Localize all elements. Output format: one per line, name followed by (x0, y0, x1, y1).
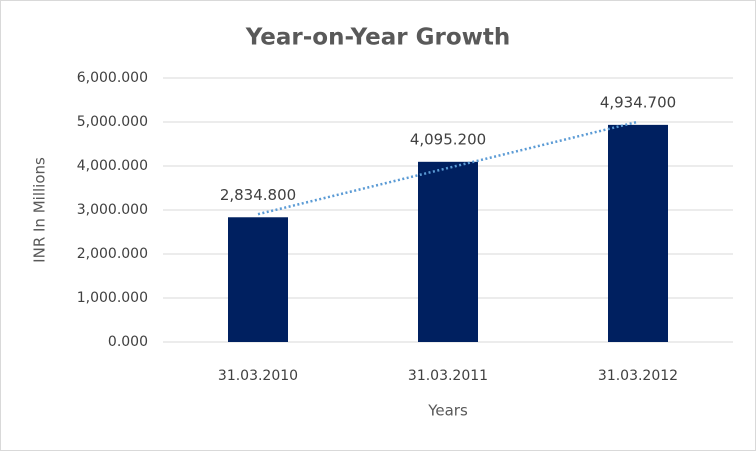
y-tick-label: 4,000.000 (77, 158, 148, 174)
y-tick-label: 2,000.000 (77, 246, 148, 262)
bar (418, 161, 478, 342)
bar (228, 217, 288, 342)
value-label: 4,934.700 (600, 93, 676, 111)
y-tick-label: 6,000.000 (77, 70, 148, 86)
y-tick-label: 1,000.000 (77, 290, 148, 306)
y-tick-label: 3,000.000 (77, 202, 148, 218)
x-tick-label: 31.03.2012 (598, 368, 678, 384)
x-tick-label: 31.03.2010 (218, 368, 298, 384)
trend-line (257, 120, 639, 216)
y-tick-label: 5,000.000 (77, 114, 148, 130)
y-axis-title: INR In Millions (31, 157, 49, 263)
x-tick-label: 31.03.2011 (408, 368, 488, 384)
value-label: 2,834.800 (220, 186, 296, 204)
value-label: 4,095.200 (410, 130, 486, 148)
y-tick-label: 0.000 (108, 334, 148, 350)
bar (608, 124, 668, 342)
chart-title: Year-on-Year Growth (245, 25, 511, 51)
x-axis-title: Years (427, 402, 468, 420)
